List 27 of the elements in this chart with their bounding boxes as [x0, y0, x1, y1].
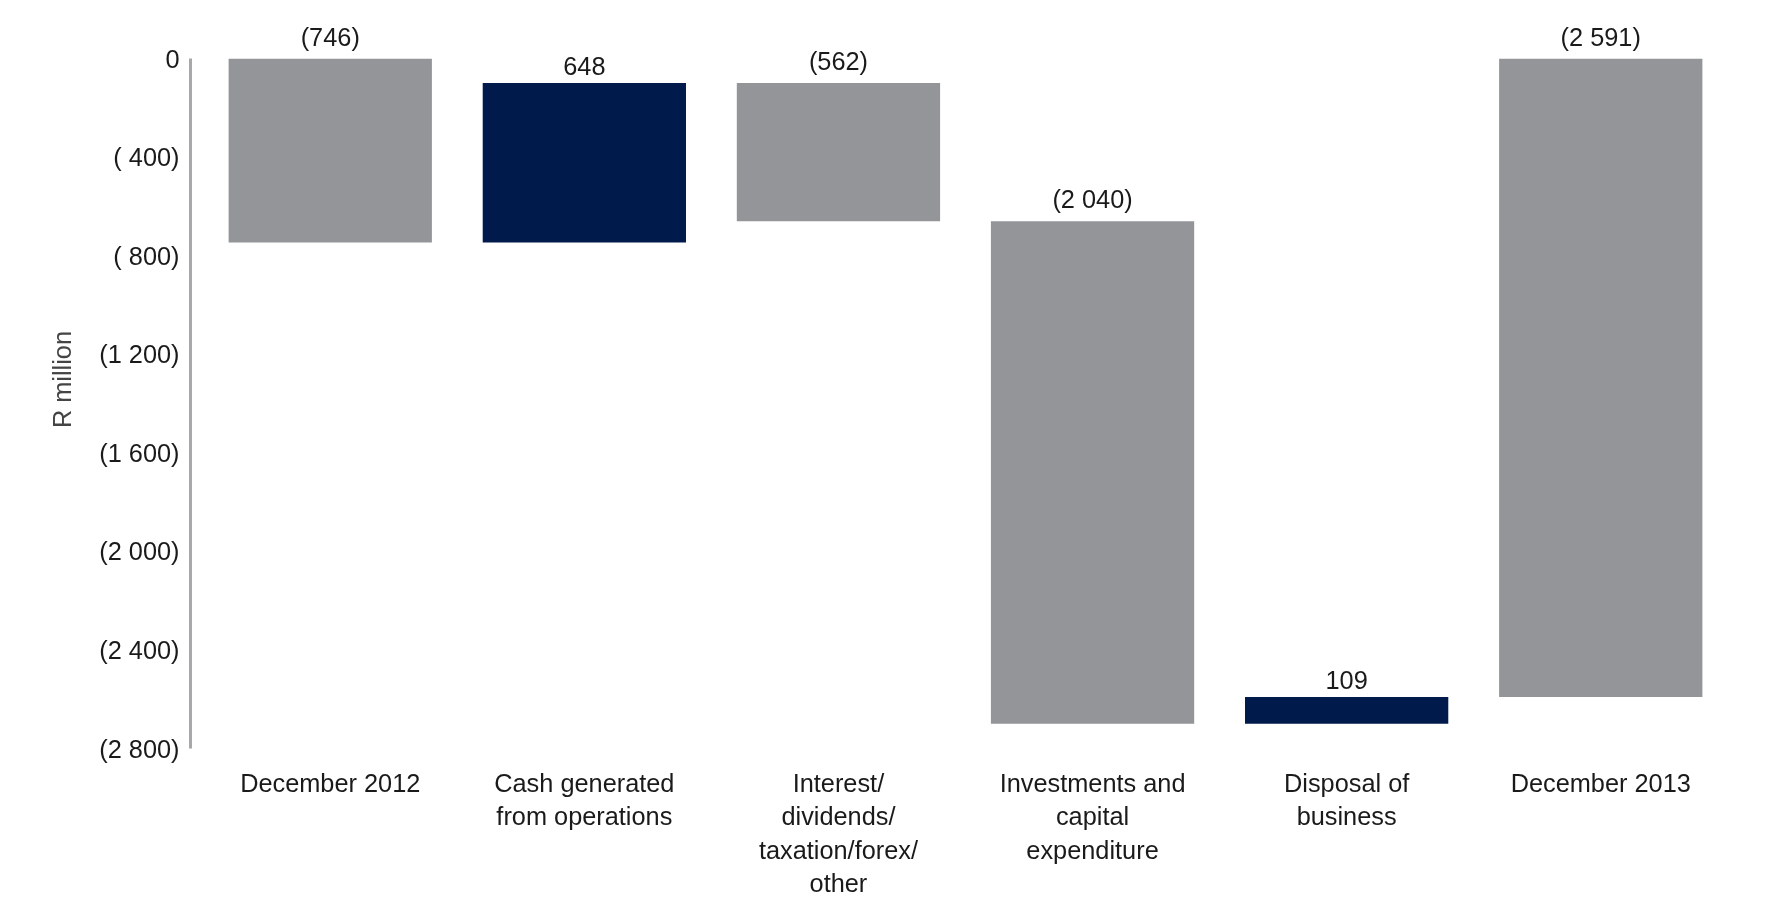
data-label: (2 040) [1052, 185, 1133, 214]
y-tick-label: 0 [165, 44, 180, 73]
data-label: 648 [563, 51, 606, 80]
bar [736, 82, 941, 222]
y-tick-label: (2 400) [99, 635, 180, 664]
x-tick-label: December 2013 [1510, 768, 1691, 797]
bar [990, 221, 1195, 724]
y-tick-label: (1 600) [99, 438, 180, 467]
x-tick-label: Cash generated from operations [494, 768, 675, 831]
y-axis-title: R million [48, 330, 77, 429]
y-tick-label: ( 400) [113, 143, 180, 172]
y-tick-label: (2 800) [99, 734, 180, 763]
data-label: (746) [300, 22, 360, 51]
bar [482, 82, 686, 243]
bar [1499, 58, 1703, 698]
x-tick-label: Disposal of business [1284, 768, 1411, 831]
bar [1245, 697, 1449, 724]
bar [228, 58, 432, 243]
x-tick-label: Interest/dividends/taxation/forex/other [758, 768, 919, 898]
y-tick-label: (1 200) [99, 340, 180, 369]
y-tick-label: ( 800) [113, 241, 180, 270]
data-label: (562) [808, 46, 869, 75]
data-label: 109 [1325, 666, 1368, 695]
x-tick-label: Investments and capital expenditure [999, 768, 1186, 864]
data-label: (2 591) [1560, 22, 1641, 51]
y-tick-label: (2 000) [99, 537, 180, 566]
x-tick-label: December 2012 [240, 768, 421, 797]
